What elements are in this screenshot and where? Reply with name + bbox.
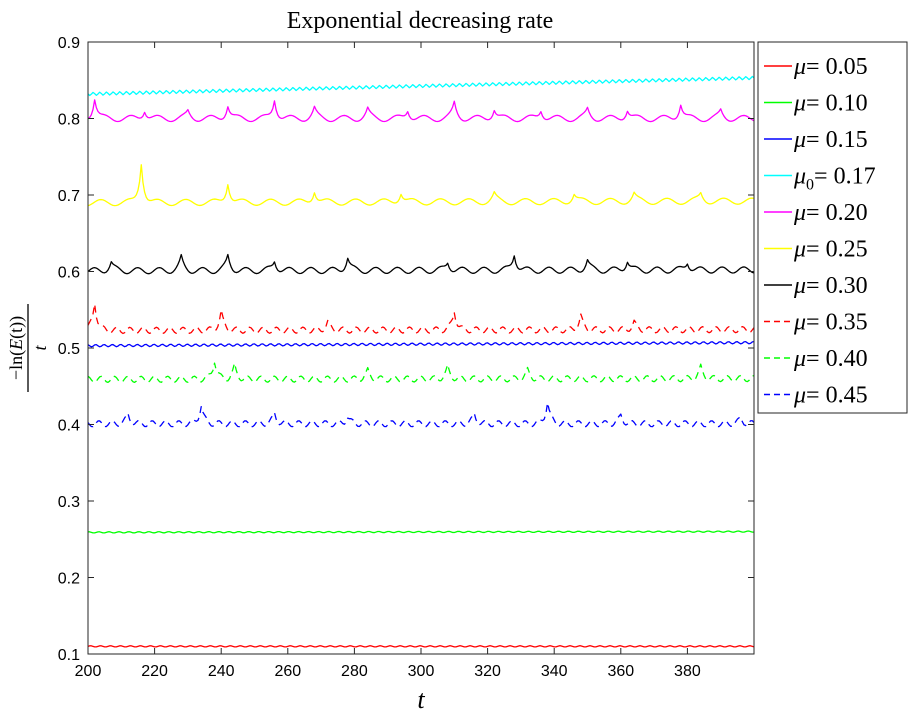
x-tick-label: 260 <box>274 663 301 680</box>
x-tick-label: 320 <box>474 663 501 680</box>
x-tick-label: 340 <box>541 663 568 680</box>
y-tick-label: 0.8 <box>58 112 80 129</box>
y-label-var: E <box>6 339 26 351</box>
legend-item: μ= 0.25 <box>764 237 868 263</box>
plot-frame <box>88 42 754 654</box>
legend-item: μ= 0.40 <box>764 346 868 372</box>
y-tick-label: 0.7 <box>58 188 80 205</box>
y-tick-label: 0.9 <box>58 35 80 52</box>
x-axis-label: t <box>417 685 425 714</box>
legend-item: μ0= 0.17 <box>764 164 876 194</box>
legend: μ= 0.05 μ= 0.10 μ= 0.15 μ0= 0.17 μ= 0.20 μ= 0… <box>757 41 908 414</box>
x-tick-label: 220 <box>141 663 168 680</box>
series-line-7 <box>87 253 755 275</box>
x-tick-label: 380 <box>674 663 701 680</box>
y-axis: 0.1 0.2 0.3 0.4 0.5 0.6 0.7 0.8 0.9 <box>58 35 754 664</box>
series-line-10 <box>87 402 755 428</box>
x-tick-label: 360 <box>607 663 634 680</box>
legend-item: μ= 0.05 <box>764 54 868 80</box>
legend-label: μ0= 0.17 <box>793 164 876 194</box>
series-line-8 <box>87 303 755 335</box>
svg-text:−ln(E(t)): −ln(E(t)) <box>6 316 27 380</box>
x-tick-label: 280 <box>341 663 368 680</box>
x-axis: 200 220 240 260 280 300 320 340 360 380 <box>75 42 701 680</box>
legend-item: μ= 0.35 <box>764 310 868 336</box>
legend-label: μ= 0.40 <box>793 346 868 372</box>
legend-item: μ= 0.45 <box>764 383 868 409</box>
y-tick-label: 0.4 <box>58 418 80 435</box>
x-tick-label: 200 <box>75 663 102 680</box>
legend-label: μ= 0.45 <box>793 383 868 409</box>
series-line-3 <box>87 340 755 348</box>
y-tick-label: 0.1 <box>58 647 80 664</box>
legend-label: μ= 0.05 <box>793 54 868 80</box>
y-axis-label: −ln(E(t)) t <box>6 304 50 392</box>
plot-area <box>87 41 755 655</box>
legend-label: μ= 0.35 <box>793 310 868 336</box>
legend-label: μ= 0.25 <box>793 237 868 263</box>
legend-item: μ= 0.20 <box>764 200 868 226</box>
series-line-6 <box>87 164 755 207</box>
legend-items: μ= 0.05 μ= 0.10 μ= 0.15 μ0= 0.17 μ= 0.20 μ= 0… <box>764 54 876 409</box>
y-label-inner: (t)) <box>6 316 27 339</box>
series-layer <box>87 75 755 648</box>
legend-box <box>757 41 908 414</box>
y-tick-label: 0.2 <box>58 571 80 588</box>
legend-label: μ= 0.30 <box>793 273 868 299</box>
series-line-5 <box>87 99 755 123</box>
y-label-denominator: t <box>30 345 50 351</box>
series-line-4 <box>87 75 755 97</box>
series-line-2 <box>87 530 755 534</box>
y-label-minus: − <box>6 370 26 380</box>
series-line-1 <box>87 645 755 648</box>
legend-item: μ= 0.15 <box>764 127 868 153</box>
legend-label: μ= 0.10 <box>793 91 868 117</box>
y-tick-label: 0.3 <box>58 494 80 511</box>
x-tick-label: 300 <box>408 663 435 680</box>
legend-label: μ= 0.15 <box>793 127 868 153</box>
legend-item: μ= 0.10 <box>764 91 868 117</box>
legend-label: μ= 0.20 <box>793 200 868 226</box>
y-tick-label: 0.5 <box>58 341 80 358</box>
y-tick-label: 0.6 <box>58 265 80 282</box>
y-label-func: ln( <box>6 350 27 370</box>
legend-item: μ= 0.30 <box>764 273 868 299</box>
x-tick-label: 240 <box>208 663 235 680</box>
chart-title: Exponential decreasing rate <box>287 8 554 34</box>
